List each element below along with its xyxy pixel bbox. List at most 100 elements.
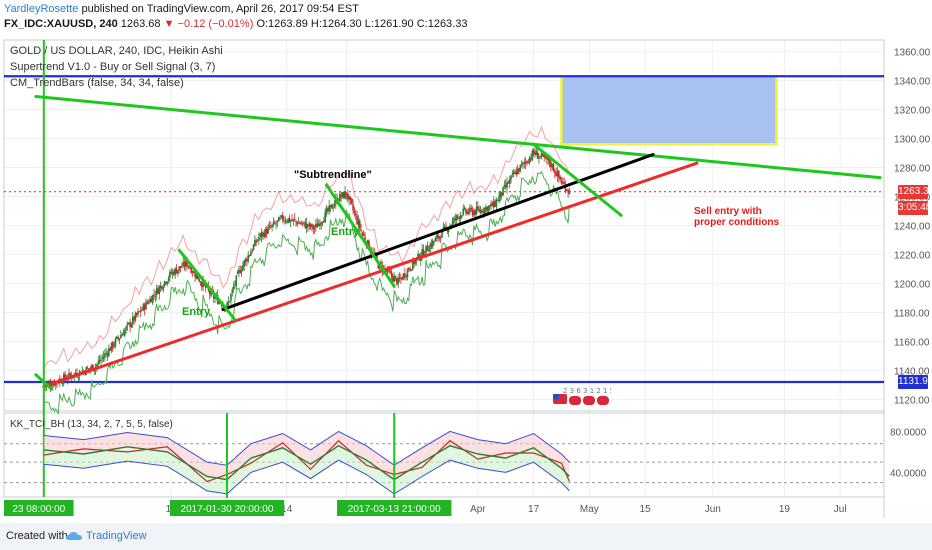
candle-body — [287, 218, 289, 223]
entry-label-1: Entry — [182, 306, 211, 318]
candle-body — [392, 275, 394, 282]
candle-body — [439, 237, 442, 239]
candle-body — [194, 272, 196, 277]
candle-body — [101, 357, 104, 359]
candle-body — [151, 295, 154, 304]
candle-body — [50, 386, 53, 388]
candle-body — [552, 164, 555, 172]
candle-body — [506, 182, 508, 188]
candle-body — [174, 268, 177, 275]
candle-body — [451, 220, 454, 225]
candle-body — [175, 268, 178, 274]
footer-bar: Created with TradingView — [0, 523, 932, 550]
ohlc-line: FX_IDC:XAUUSD, 240 1263.68 ▼ −0.12 (−0.0… — [4, 18, 467, 30]
candle-body — [413, 259, 415, 264]
subtrendline-label: "Subtrendline" — [294, 169, 372, 181]
symbol-label[interactable]: FX_IDC:XAUUSD, 240 — [4, 18, 118, 30]
candle-body — [252, 244, 255, 250]
candles — [43, 147, 571, 393]
candle-body — [333, 204, 336, 207]
countdown-tag: 3:05:48 — [898, 201, 932, 215]
candle-body — [259, 233, 261, 237]
candle-body — [248, 255, 251, 257]
osc-upper-band-fill — [43, 431, 570, 480]
candle-body — [388, 270, 390, 272]
candle-body — [443, 226, 446, 229]
candle-body — [454, 218, 457, 220]
author-link[interactable]: YardleyRosette — [4, 3, 79, 15]
target-box — [560, 74, 778, 146]
candle-body — [555, 172, 557, 177]
candle-body — [457, 215, 459, 217]
candle-body — [345, 192, 348, 196]
candle-body — [193, 270, 195, 273]
price-tick-label: 1240.00 — [894, 222, 931, 233]
candle-body — [263, 232, 265, 238]
price-tick-label: 1180.00 — [894, 308, 930, 319]
candle-body — [161, 286, 163, 289]
candle-body — [239, 270, 242, 274]
candle-body — [289, 220, 292, 222]
candle-body — [182, 261, 184, 267]
open-value: O:1263.89 — [256, 18, 308, 30]
candle-body — [64, 373, 66, 379]
candle-body — [68, 372, 70, 378]
candle-body — [519, 164, 522, 171]
candle-body — [494, 201, 496, 207]
candle-body — [364, 236, 366, 242]
candle-body — [308, 223, 311, 226]
candle-body — [157, 288, 159, 294]
price-tick-label: 1340.00 — [894, 77, 931, 88]
candle-body — [523, 162, 526, 164]
candle-body — [90, 365, 93, 369]
osc-tick-label: 80.0000 — [890, 427, 927, 438]
candle-body — [470, 208, 473, 210]
candle-body — [441, 229, 443, 238]
candle-body — [166, 281, 169, 284]
sell-entry-label: Sell entry with proper conditions — [694, 206, 779, 228]
osc-lower-band — [43, 459, 570, 495]
candle-body — [358, 220, 361, 229]
candle-body — [398, 277, 401, 279]
candle-body — [486, 206, 488, 212]
candle-body — [98, 360, 101, 362]
candle-body — [272, 221, 275, 226]
candle-body — [544, 156, 547, 158]
candle-body — [258, 237, 260, 241]
legend-oscillator[interactable]: KK_TCI_BH (13, 34, 2, 7, 5, 5, false) — [10, 419, 173, 430]
candle-body — [490, 203, 492, 206]
candle-body — [301, 222, 304, 224]
candle-body — [210, 291, 212, 296]
tradingview-brand-link[interactable]: TradingView — [86, 530, 147, 542]
legend-trendbars[interactable]: CM_TrendBars (false, 34, 34, false) — [10, 77, 184, 89]
candle-body — [292, 219, 295, 221]
candle-body — [155, 288, 158, 295]
candle-body — [543, 153, 546, 158]
candle-body — [528, 157, 531, 163]
support-price-tag: 1131.99 — [898, 375, 932, 389]
candle-body — [396, 277, 398, 285]
legend-supertrend[interactable]: Supertrend V1.0 - Buy or Sell Signal (3,… — [10, 61, 216, 73]
candle-body — [179, 266, 182, 268]
legend-main[interactable]: GOLD / US DOLLAR, 240, IDC, Heikin Ashi — [10, 45, 223, 57]
candle-body — [427, 250, 430, 252]
candle-body — [487, 206, 490, 211]
candle-body — [279, 217, 281, 219]
candle-body — [477, 206, 479, 210]
candle-body — [199, 281, 202, 284]
candle-body — [349, 196, 352, 200]
candle-body — [526, 161, 528, 163]
candle-body — [114, 338, 117, 346]
candle-body — [488, 205, 491, 208]
candle-body — [402, 273, 405, 279]
candle-body — [231, 289, 234, 293]
candle-body — [561, 182, 564, 184]
economic-events-icon[interactable]: 2 3 6 3 1 2 1 5 — [553, 386, 614, 410]
candle-body — [481, 210, 483, 213]
candle-body — [104, 353, 106, 358]
candle-body — [551, 163, 553, 168]
candle-body — [89, 368, 92, 370]
trendline-green-entry-3 — [532, 142, 623, 217]
candle-body — [323, 220, 325, 223]
